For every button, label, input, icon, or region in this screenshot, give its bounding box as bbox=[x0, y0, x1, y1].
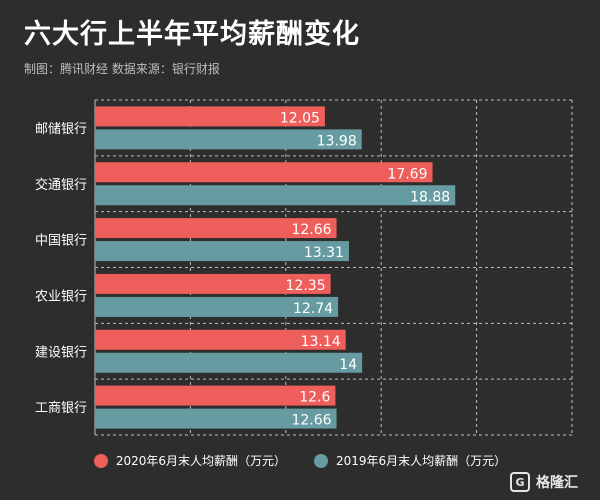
bar-s1-3 bbox=[95, 296, 339, 317]
legend-dot-2020 bbox=[93, 453, 108, 468]
category-label-1: 交通银行 bbox=[35, 177, 87, 193]
data-label-s0-2: 12.66 bbox=[291, 222, 331, 238]
legend-dot-2019 bbox=[314, 453, 328, 468]
chart-title: 六大行上半年平均薪酬变化 bbox=[24, 19, 360, 50]
data-label-s0-4: 13.14 bbox=[301, 334, 341, 350]
data-label-s1-5: 12.66 bbox=[291, 413, 331, 429]
legend-item-2019: 2019年6月末人均薪酬（万元） bbox=[314, 452, 506, 469]
data-label-s1-0: 13.98 bbox=[317, 133, 357, 149]
category-label-3: 农业银行 bbox=[35, 289, 87, 304]
bar-s0-5 bbox=[95, 385, 336, 406]
brand-mark-icon: G bbox=[510, 472, 530, 492]
category-label-5: 工商银行 bbox=[35, 401, 87, 416]
bar-s1-0 bbox=[95, 129, 362, 150]
category-label-0: 邮储银行 bbox=[35, 122, 87, 137]
data-label-s1-4: 14 bbox=[339, 357, 357, 373]
data-label-s0-3: 12.35 bbox=[286, 278, 326, 294]
bar-s1-2 bbox=[95, 241, 349, 262]
data-label-s0-0: 12.05 bbox=[280, 110, 320, 126]
data-label-s0-1: 17.69 bbox=[387, 166, 427, 182]
legend-label-2020: 2020年6月末人均薪酬（万元） bbox=[115, 454, 286, 468]
legend-item-2020: 2020年6月末人均薪酬（万元） bbox=[93, 452, 286, 469]
bar-s0-1 bbox=[95, 162, 433, 183]
bar-s1-4 bbox=[95, 352, 363, 373]
category-label-4: 建设银行 bbox=[35, 345, 87, 360]
bar-s0-0 bbox=[95, 106, 325, 127]
bar-s1-1 bbox=[95, 185, 456, 206]
bar-s1-5 bbox=[95, 408, 337, 429]
bar-s0-4 bbox=[95, 329, 346, 350]
data-label-s0-5: 12.6 bbox=[299, 390, 330, 406]
data-label-s1-2: 13.31 bbox=[304, 245, 344, 261]
data-label-s1-3: 12.74 bbox=[293, 301, 333, 317]
chart-legend: 2020年6月末人均薪酬（万元） 2019年6月末人均薪酬（万元） bbox=[0, 452, 600, 469]
brand-name: 格隆汇 bbox=[536, 475, 578, 491]
data-label-s1-1: 18.88 bbox=[410, 189, 450, 205]
bar-s0-2 bbox=[95, 218, 337, 239]
category-label-2: 中国银行 bbox=[35, 234, 87, 249]
legend-label-2019: 2019年6月末人均薪酬（万元） bbox=[336, 454, 507, 468]
brand-logo: G 格隆汇 bbox=[510, 472, 578, 492]
chart-subtitle: 制图：腾讯财经 数据来源：银行财报 bbox=[24, 62, 220, 76]
bar-s0-3 bbox=[95, 273, 331, 294]
